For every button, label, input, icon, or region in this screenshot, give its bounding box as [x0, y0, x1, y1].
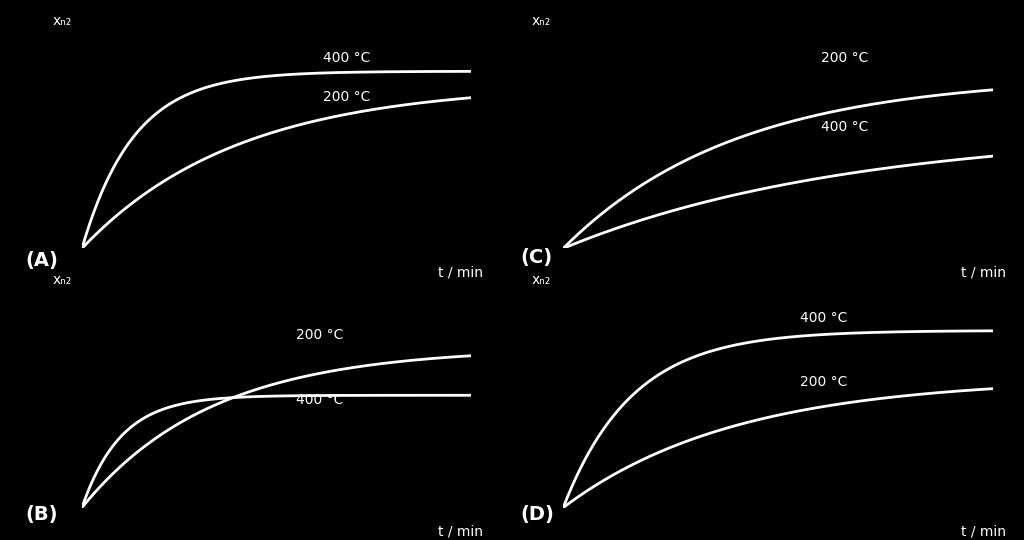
Text: 200 °C: 200 °C — [800, 375, 847, 389]
Text: (A): (A) — [26, 251, 58, 270]
Text: xₙ₂: xₙ₂ — [532, 273, 551, 287]
Text: xₙ₂: xₙ₂ — [532, 14, 551, 28]
Text: xₙ₂: xₙ₂ — [53, 14, 72, 28]
Text: t / min: t / min — [437, 525, 482, 539]
Text: t / min: t / min — [962, 266, 1007, 280]
Text: 200 °C: 200 °C — [324, 90, 371, 104]
Text: t / min: t / min — [437, 266, 482, 280]
Text: (D): (D) — [520, 505, 554, 524]
Text: 400 °C: 400 °C — [821, 120, 868, 134]
Text: 200 °C: 200 °C — [296, 328, 343, 342]
Text: (B): (B) — [26, 505, 58, 524]
Text: 200 °C: 200 °C — [821, 51, 868, 65]
Text: xₙ₂: xₙ₂ — [53, 273, 72, 287]
Text: (C): (C) — [520, 248, 552, 267]
Text: 400 °C: 400 °C — [800, 310, 847, 325]
Text: t / min: t / min — [962, 525, 1007, 539]
Text: 400 °C: 400 °C — [296, 393, 343, 407]
Text: 400 °C: 400 °C — [324, 51, 371, 65]
